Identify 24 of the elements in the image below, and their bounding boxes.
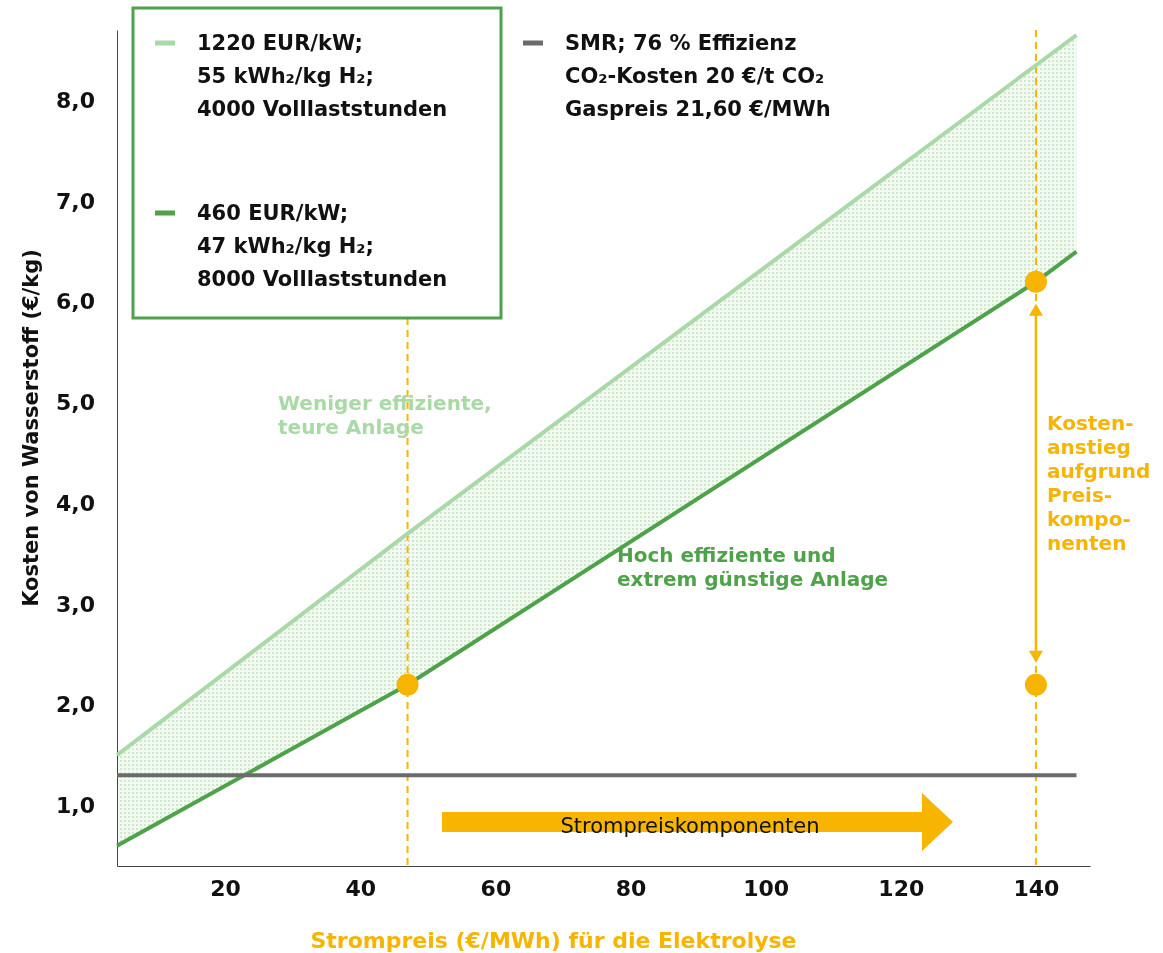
x-tick-label: 140 bbox=[1013, 875, 1060, 901]
x-tick-label: 100 bbox=[743, 875, 790, 901]
x-axis-title: Strompreis (€/MWh) für die Elektrolyse bbox=[310, 928, 797, 953]
annotation: Weniger effiziente, teure Anlage bbox=[278, 391, 492, 439]
legend-label: 1220 EUR/kW; 55 kWh₂/kg H₂; 4000 Volllaststunden bbox=[197, 31, 448, 121]
y-tick-label: 4,0 bbox=[56, 490, 95, 516]
x-tick-label: 120 bbox=[878, 875, 925, 901]
y-tick-label: 3,0 bbox=[56, 591, 95, 617]
y-tick-label: 1,0 bbox=[56, 793, 95, 819]
x-tick-label: 60 bbox=[480, 875, 512, 901]
annotation: Kosten- anstieg aufgrund Preis- kompo- nenten bbox=[1047, 411, 1151, 555]
y-tick-label: 5,0 bbox=[56, 390, 95, 416]
y-tick-label: 2,0 bbox=[56, 692, 95, 718]
y-tick-label: 7,0 bbox=[56, 188, 95, 214]
annotation: Hoch effiziente und extrem günstige Anlage bbox=[617, 543, 889, 591]
legend-label: SMR; 76 % Effizienz CO₂-Kosten 20 €/t CO₂ Gaspreis 21,60 €/MWh bbox=[565, 31, 831, 121]
y-tick-label: 6,0 bbox=[56, 289, 95, 315]
y-tick-label: 8,0 bbox=[56, 88, 95, 114]
x-tick-label: 80 bbox=[615, 875, 647, 901]
x-tick-label: 40 bbox=[345, 875, 377, 901]
annotation: Strompreiskomponenten bbox=[560, 814, 820, 838]
legend-label: 460 EUR/kW; 47 kWh₂/kg H₂; 8000 Volllaststunden bbox=[197, 201, 448, 291]
y-axis-title: Kosten von Wasserstoff (€/kg) bbox=[19, 249, 43, 607]
x-tick-label: 20 bbox=[210, 875, 241, 901]
